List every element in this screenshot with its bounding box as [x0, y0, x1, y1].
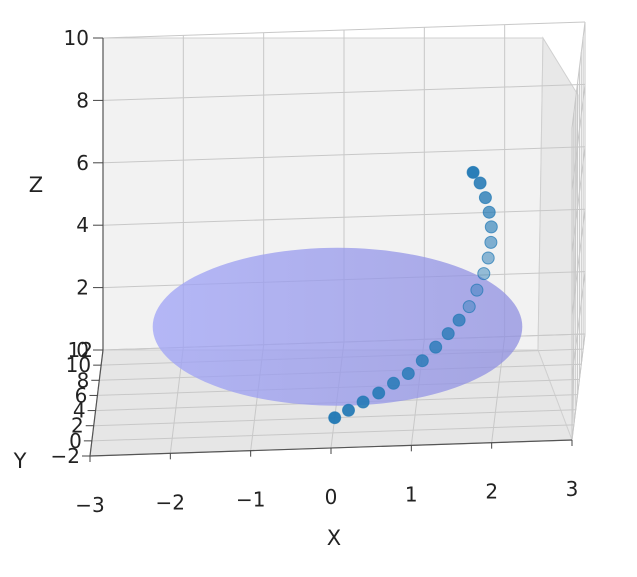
y-tick-label: −2 — [51, 444, 80, 468]
data-point — [342, 403, 355, 417]
data-point — [401, 367, 415, 380]
z-tick-label: 4 — [76, 213, 89, 237]
y-axis-line — [89, 349, 104, 457]
data-point — [473, 176, 487, 190]
data-point — [484, 220, 498, 234]
z-gridline-back — [102, 21, 586, 39]
data-point — [481, 251, 495, 265]
y-tick-label: 6 — [75, 383, 88, 407]
z-gridline-side — [571, 333, 586, 441]
data-point — [482, 205, 496, 219]
data-point — [372, 386, 386, 400]
x-tick-label: 3 — [566, 477, 579, 501]
data-point — [429, 340, 443, 354]
surface-layer — [152, 247, 523, 406]
y-tick-label: 12 — [68, 338, 93, 362]
z-tick-label: 2 — [76, 276, 89, 300]
data-point — [478, 191, 492, 205]
z-gridline-back — [102, 208, 586, 226]
y-tick-label: 10 — [66, 353, 91, 377]
y-tick-label: 8 — [77, 368, 90, 392]
z-tick-label: 0 — [76, 338, 89, 362]
data-point — [356, 395, 370, 409]
data-point — [452, 313, 466, 327]
z-gridline-back — [102, 83, 586, 101]
z-gridline-side — [571, 146, 586, 253]
data-point — [387, 376, 400, 390]
y-tick-label: 4 — [73, 399, 86, 423]
points-layer — [328, 165, 498, 425]
x-tick-label: 0 — [325, 485, 338, 509]
x-tick-label: −3 — [75, 493, 104, 517]
z-axis-label: Z — [29, 173, 43, 197]
disk-surface — [152, 247, 523, 406]
data-point — [484, 235, 498, 249]
z-gridline-side — [571, 21, 586, 129]
x-tick-label: 2 — [485, 480, 498, 504]
data-point — [466, 165, 480, 179]
z-gridline-side — [571, 84, 586, 191]
z-tick-label: 10 — [64, 26, 89, 50]
y-axis-label: Y — [13, 449, 27, 473]
x-tick-label: 1 — [405, 482, 418, 506]
z-tick-label: 8 — [76, 88, 89, 112]
y-tick-label: 0 — [69, 429, 82, 453]
x-tick-label: −1 — [236, 488, 265, 512]
data-point — [415, 354, 429, 368]
y-gridline-floor — [91, 424, 574, 442]
x-axis-label: X — [327, 526, 341, 550]
data-point — [462, 300, 476, 314]
y-tick-label: 2 — [71, 414, 84, 438]
data-point — [470, 283, 484, 297]
x-tick-label: −2 — [156, 490, 185, 514]
z-tick-label: 6 — [76, 151, 89, 175]
data-point — [441, 327, 455, 341]
data-point — [477, 267, 491, 281]
z-gridline-side — [571, 209, 586, 316]
z-gridline-side — [571, 271, 586, 378]
z-gridline-back — [102, 146, 586, 164]
data-point — [328, 411, 342, 425]
